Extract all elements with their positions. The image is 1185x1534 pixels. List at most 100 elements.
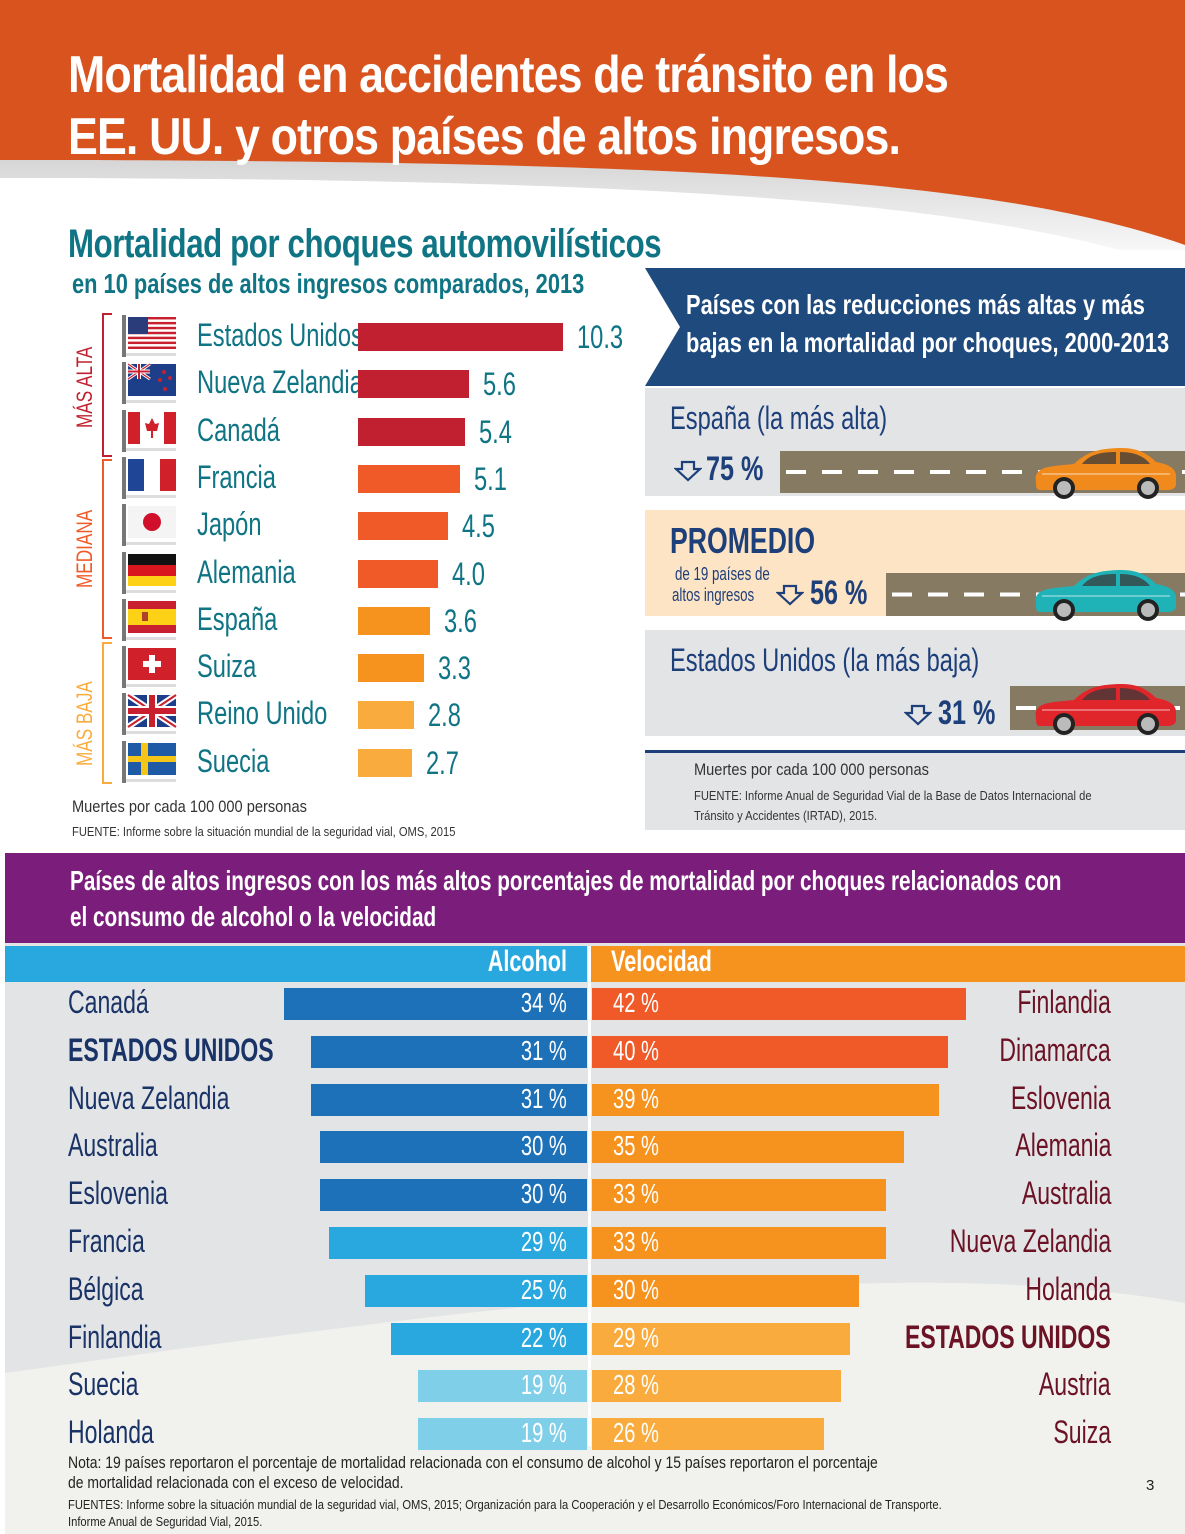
header: Mortalidad en accidentes de tránsito en … (0, 0, 1185, 250)
right-footer-bg (645, 753, 1185, 830)
right-divider (645, 750, 1185, 753)
speed-country-label: Suiza (1053, 1414, 1111, 1451)
japan-flag-icon (118, 502, 178, 548)
orange-car-icon (1030, 444, 1180, 500)
us-pct: 31 % (938, 694, 996, 732)
speed-value-label: 26 % (613, 1417, 659, 1449)
bar (358, 559, 438, 588)
country-label: Suiza (197, 648, 257, 685)
group-label-median: MEDIANA (72, 509, 97, 588)
speed-country-label: Dinamarca (999, 1031, 1111, 1068)
germany-flag-icon (118, 550, 178, 596)
value-label: 2.8 (427, 697, 461, 734)
alcohol-bar (320, 1179, 587, 1212)
alcohol-country-label: Francia (68, 1223, 145, 1259)
average-label: PROMEDIO (670, 520, 816, 561)
canada-flag-icon (118, 408, 178, 454)
speed-value-label: 42 % (613, 987, 659, 1018)
alcohol-value-label: 31 % (521, 1082, 567, 1114)
right-banner (645, 268, 1185, 386)
right-source-line-1: FUENTE: Informe Anual de Seguridad Vial … (694, 788, 1092, 803)
alcohol-bar (417, 1370, 587, 1403)
country-label: Alemania (197, 553, 296, 590)
alcohol-country-label: Holanda (68, 1414, 154, 1451)
spain-flag-icon (118, 597, 178, 643)
speed-bar (592, 1083, 940, 1116)
speed-country-label: ESTADOS UNIDOS (905, 1318, 1111, 1355)
alcohol-country-label: Suecia (68, 1366, 139, 1403)
alcohol-value-label: 19 % (521, 1369, 567, 1401)
down-arrow-icon (776, 584, 804, 606)
value-label: 4.0 (451, 555, 485, 592)
down-arrow-icon (674, 460, 702, 482)
country-label: España (197, 600, 278, 637)
red-car-icon (1030, 680, 1180, 736)
bar (358, 370, 470, 399)
speed-country-label: Austria (1039, 1366, 1111, 1403)
speed-header (591, 946, 1185, 982)
alcohol-country-label: Australia (68, 1127, 158, 1164)
alcohol-bar (311, 1035, 587, 1068)
speed-bar (592, 1179, 886, 1212)
left-chart-title: Mortalidad por choques automovilísticos (68, 222, 662, 266)
left-chart-source: FUENTE: Informe sobre la situación mundi… (72, 824, 456, 839)
speed-country-label: Alemania (1014, 1127, 1111, 1164)
mortality-bar-chart: Estados Unidos 10.3 Nueva Zelandia 5.6 Can… (0, 0, 640, 850)
group-label-high: MÁS ALTA (72, 346, 97, 428)
alcohol-country-label: Finlandia (68, 1318, 162, 1355)
value-label: 3.3 (437, 650, 471, 687)
average-sublabel-line-1: de 19 países de (674, 564, 770, 584)
bar (358, 464, 460, 493)
title-line-1: Mortalidad en accidentes de tránsito en … (68, 46, 949, 104)
bottom-sources-line-1: FUENTES: Informe sobre la situación mund… (68, 1497, 942, 1512)
country-label: Suecia (197, 742, 270, 779)
right-banner-title-line-2: bajas en la mortalidad por choques, 2000… (686, 327, 1170, 358)
country-label: Reino Unido (197, 695, 328, 732)
alcohol-value-label: 19 % (521, 1417, 567, 1449)
note-line-2: de mortalidad relacionada con el exceso … (68, 1473, 404, 1492)
right-source-line-2: Tránsito y Accidentes (IRTAD), 2015. (694, 808, 878, 823)
alcohol-value-label: 30 % (521, 1178, 567, 1210)
bottom-sources: FUENTES: Informe sobre la situación mund… (68, 1496, 942, 1530)
alcohol-country-label: Nueva Zelandia (68, 1079, 230, 1116)
value-label: 5.4 (479, 413, 513, 450)
value-label: 5.6 (483, 366, 517, 403)
note: Nota: 19 países reportaron el porcentaje… (68, 1453, 878, 1493)
right-banner-title-line-1: Países con las reducciones más altas y m… (686, 289, 1145, 320)
value-label: 2.7 (425, 744, 459, 781)
value-label: 10.3 (577, 319, 624, 355)
spain-pct: 75 % (706, 450, 764, 488)
alcohol-country-label: Canadá (68, 984, 149, 1020)
alcohol-country-label: Bélgica (68, 1270, 144, 1307)
country-label: Nueva Zelandia (197, 364, 363, 401)
alcohol-country-label: ESTADOS UNIDOS (68, 1031, 274, 1068)
center-divider (588, 946, 591, 1446)
alcohol-value-label: 30 % (521, 1130, 567, 1162)
nz-flag-icon (118, 360, 178, 406)
alcohol-value-label: 22 % (521, 1321, 567, 1353)
alcohol-bar (320, 1131, 587, 1164)
value-label: 4.5 (461, 508, 495, 545)
average-sublabel-line-2: altos ingresos (672, 585, 755, 605)
left-chart-unit: Muertes por cada 100 000 personas (72, 797, 307, 816)
alcohol-country-label: Eslovenia (68, 1175, 168, 1212)
left-chart-subtitle: en 10 países de altos ingresos comparado… (72, 268, 585, 299)
value-label: 3.6 (443, 602, 477, 639)
speed-country-label: Australia (1021, 1175, 1111, 1212)
speed-bar (592, 1131, 904, 1164)
us-label: Estados Unidos (la más baja) (670, 642, 980, 678)
alcohol-value-label: 34 % (521, 987, 567, 1018)
bar (358, 748, 412, 777)
sweden-flag-icon (118, 739, 178, 785)
us-flag-icon (118, 313, 178, 359)
speed-country-label: Holanda (1025, 1270, 1111, 1307)
right-unit: Muertes por cada 100 000 personas (694, 760, 929, 779)
alcohol-bar (364, 1274, 587, 1307)
speed-bar (592, 1227, 886, 1259)
alcohol-header (5, 946, 587, 982)
france-flag-icon (118, 455, 178, 501)
alcohol-bar (391, 1322, 587, 1355)
note-line-1: Nota: 19 países reportaron el porcentaje… (68, 1453, 878, 1472)
bottom-sources-line-2: Informe Anual de Seguridad Vial, 2015. (68, 1514, 263, 1529)
alcohol-bar (328, 1227, 587, 1259)
